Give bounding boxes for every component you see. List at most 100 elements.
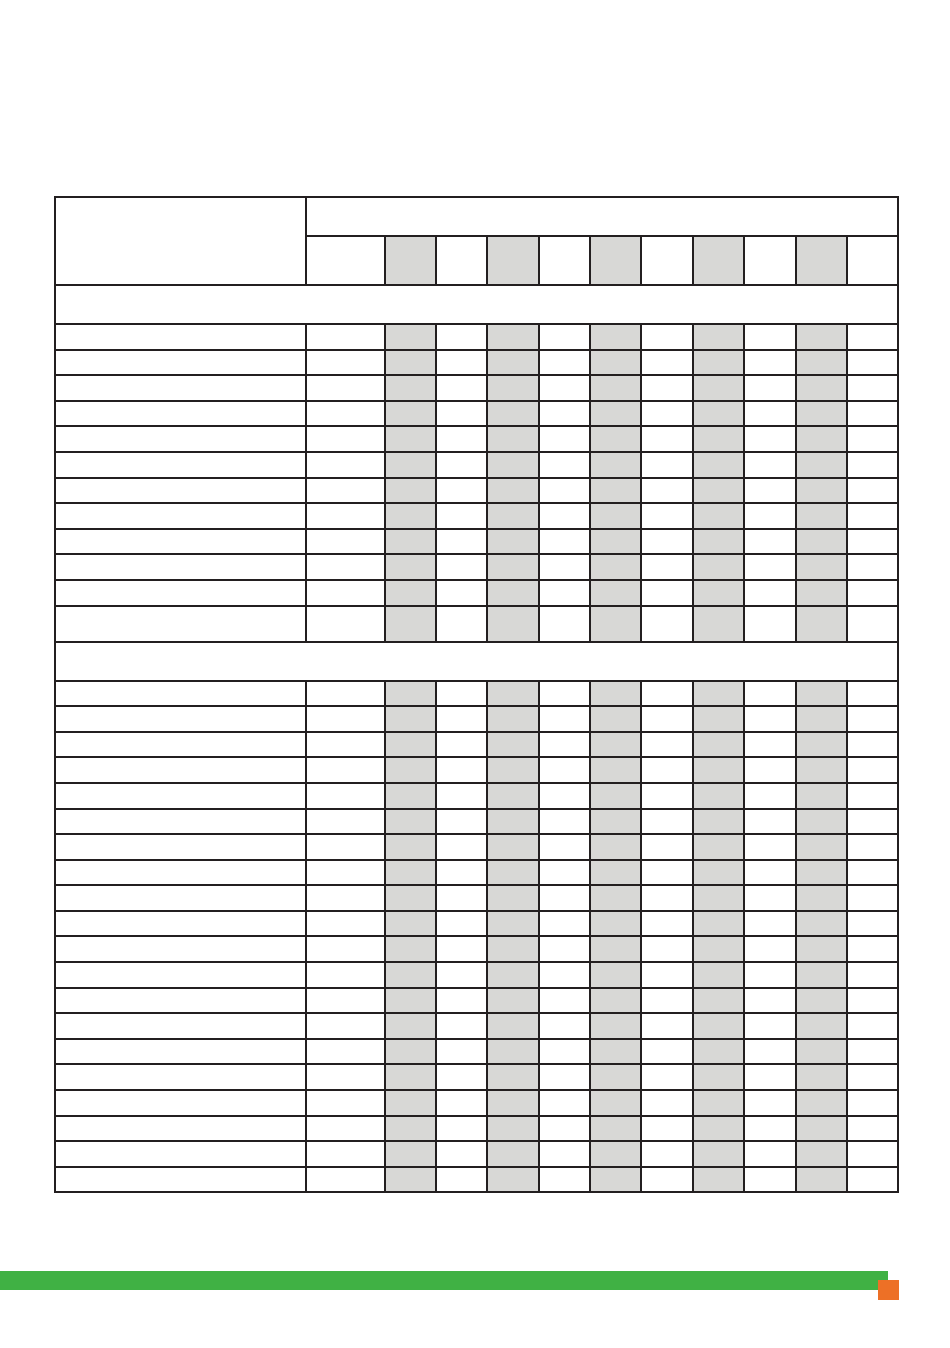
table-cell[interactable] [640,553,694,581]
table-cell[interactable] [692,578,745,607]
table-cell[interactable] [384,1089,437,1117]
table-cell[interactable] [743,374,797,402]
table-cell[interactable] [743,348,797,377]
table-cell[interactable] [795,807,848,836]
table-cell[interactable] [845,578,900,607]
table-cell[interactable] [743,399,797,428]
table-cell[interactable] [435,476,488,505]
table-cell[interactable] [305,1089,386,1117]
table-cell[interactable] [640,807,694,836]
table-cell[interactable] [589,756,642,784]
table-cell[interactable] [640,1063,694,1092]
table-cell[interactable] [640,961,694,989]
table-cell[interactable] [589,705,642,733]
table-cell[interactable] [486,781,540,810]
table-cell[interactable] [435,935,488,964]
table-cell[interactable] [486,705,540,733]
table-cell[interactable] [795,374,848,402]
table-cell[interactable] [538,807,591,836]
table-cell[interactable] [743,1114,797,1143]
table-cell[interactable] [538,476,591,505]
table-cell[interactable] [589,807,642,836]
table-cell[interactable] [845,450,900,479]
table-cell[interactable] [640,986,694,1015]
table-cell[interactable] [384,986,437,1015]
table-cell[interactable] [486,578,540,607]
table-cell[interactable] [743,756,797,784]
table-cell[interactable] [692,1140,745,1168]
table-cell[interactable] [692,348,745,377]
table-cell[interactable] [743,578,797,607]
table-cell[interactable] [305,578,386,607]
table-cell[interactable] [384,884,437,912]
table-cell[interactable] [538,1012,591,1040]
table-cell[interactable] [589,1037,642,1066]
table-cell[interactable] [743,1037,797,1066]
table-cell[interactable] [305,425,386,453]
table-cell[interactable] [692,553,745,581]
table-cell[interactable] [305,833,386,861]
table-cell[interactable] [538,1063,591,1092]
table-cell[interactable] [845,476,900,505]
table-cell[interactable] [795,1063,848,1092]
table-cell[interactable] [435,1165,488,1194]
table-cell[interactable] [589,679,642,708]
table-cell[interactable] [486,1089,540,1117]
table-cell[interactable] [845,807,900,836]
table-cell[interactable] [845,909,900,938]
table-cell[interactable] [845,374,900,402]
table-cell[interactable] [692,961,745,989]
table-cell[interactable] [589,781,642,810]
table-cell[interactable] [305,756,386,784]
table-cell[interactable] [538,425,591,453]
table-cell[interactable] [589,1165,642,1194]
table-cell[interactable] [305,1012,386,1040]
table-cell[interactable] [486,807,540,836]
table-cell[interactable] [435,1063,488,1092]
table-cell[interactable] [640,399,694,428]
table-cell[interactable] [589,399,642,428]
table-cell[interactable] [435,502,488,530]
table-cell[interactable] [589,476,642,505]
table-cell[interactable] [305,502,386,530]
table-cell[interactable] [384,756,437,784]
table-cell[interactable] [305,450,386,479]
table-cell[interactable] [384,781,437,810]
table-cell[interactable] [486,986,540,1015]
table-cell[interactable] [538,833,591,861]
table-cell[interactable] [589,450,642,479]
table-cell[interactable] [845,961,900,989]
table-cell[interactable] [589,986,642,1015]
table-cell[interactable] [384,578,437,607]
table-cell[interactable] [845,679,900,708]
table-cell[interactable] [305,374,386,402]
table-cell[interactable] [795,1037,848,1066]
table-cell[interactable] [795,1012,848,1040]
table-cell[interactable] [795,553,848,581]
table-cell[interactable] [795,527,848,556]
table-cell[interactable] [538,323,591,351]
table-cell[interactable] [435,705,488,733]
table-cell[interactable] [384,1140,437,1168]
table-cell[interactable] [640,935,694,964]
table-cell[interactable] [640,604,694,643]
table-cell[interactable] [538,756,591,784]
table-cell[interactable] [845,781,900,810]
table-cell[interactable] [795,858,848,887]
table-cell[interactable] [435,374,488,402]
table-cell[interactable] [795,578,848,607]
table-cell[interactable] [845,1037,900,1066]
table-cell[interactable] [538,961,591,989]
table-cell[interactable] [486,604,540,643]
table-cell[interactable] [845,833,900,861]
table-cell[interactable] [486,756,540,784]
table-cell[interactable] [845,527,900,556]
table-cell[interactable] [795,961,848,989]
table-cell[interactable] [486,553,540,581]
table-cell[interactable] [692,884,745,912]
table-cell[interactable] [589,833,642,861]
table-cell[interactable] [538,730,591,759]
table-cell[interactable] [640,909,694,938]
table-cell[interactable] [538,1037,591,1066]
table-cell[interactable] [435,961,488,989]
